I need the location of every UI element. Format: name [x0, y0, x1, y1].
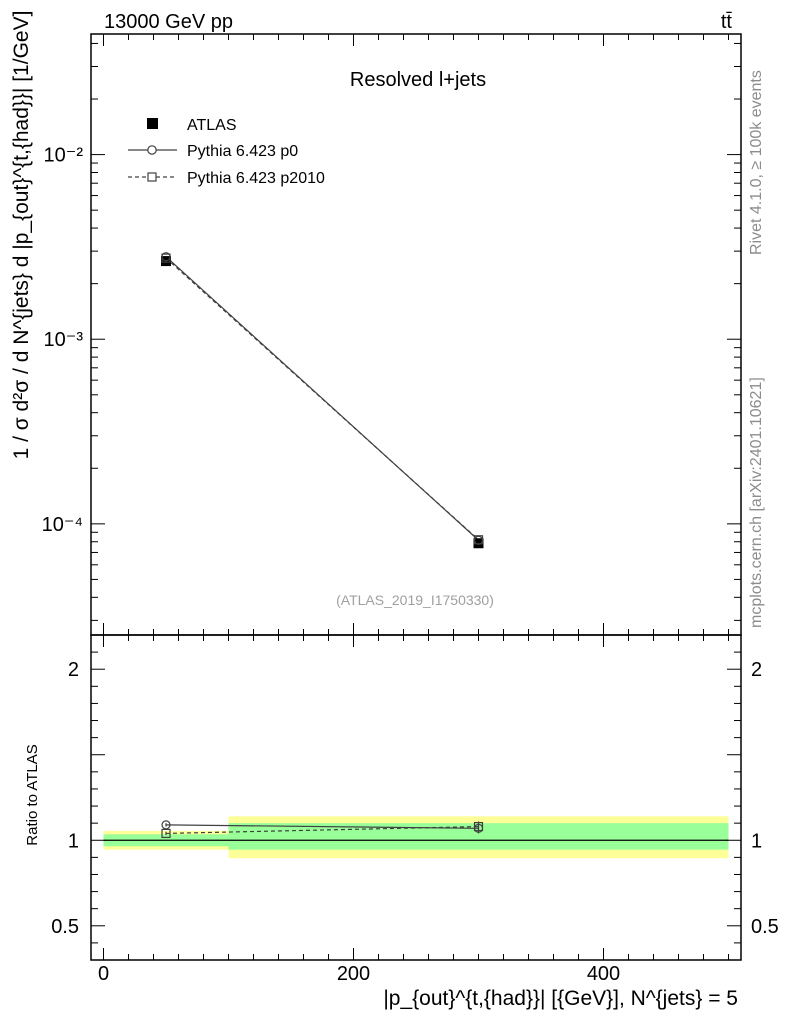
legend: ATLAS Pythia 6.423 p0 Pythia 6.423 p2010	[128, 117, 325, 187]
ratio-line-p2010	[165, 825, 479, 835]
series-line-p0	[165, 256, 479, 541]
axis-labels: 0 200 400 10⁻⁴ 10⁻³ 10⁻² 0.5 0.5 1 1 2 2 1 / σ d²σ /…	[10, 11, 779, 1010]
analysis-watermark: (ATLAS_2019_I1750330)	[336, 592, 494, 608]
ratio-p2010-point	[161, 828, 171, 839]
ratio-plot-frame	[90, 634, 742, 961]
process-label: tt̄	[721, 11, 733, 33]
legend-marker-p0	[147, 145, 157, 155]
legend-marker-p2010	[147, 172, 157, 182]
y-tick-label-right: 2	[751, 659, 762, 681]
y-tick-label: 10⁻³	[44, 329, 84, 351]
x-tick-label: 400	[587, 963, 620, 985]
data-series	[161, 252, 484, 839]
mcplots-label: mcplots.cern.ch [arXiv:2401.10621]	[748, 377, 765, 628]
legend-label-atlas: ATLAS	[187, 117, 237, 134]
plot-frames	[90, 33, 742, 961]
ratio-y-axis-label: Ratio to ATLAS	[24, 744, 41, 845]
y-tick-label: 0.5	[51, 916, 79, 938]
x-tick-label: 0	[98, 963, 109, 985]
rivet-label: Rivet 4.1.0, ≥ 100k events	[748, 70, 765, 255]
y-tick-label: 2	[68, 659, 79, 681]
y-tick-label: 10⁻²	[44, 145, 84, 167]
y-tick-label: 1	[68, 830, 79, 852]
legend-marker-atlas	[147, 118, 158, 129]
energy-label: 13000 GeV pp	[104, 11, 233, 33]
ratio-p2010-point	[473, 821, 484, 832]
plot-title: Resolved l+jets	[350, 69, 486, 91]
p0-point	[473, 535, 484, 545]
p0-point	[161, 252, 171, 262]
axis-ticks	[91, 34, 741, 961]
main-y-axis-label: 1 / σ d²σ / d N^{jets} d |p_{out}^{t,{ha…	[10, 11, 33, 460]
y-tick-label-right: 1	[751, 830, 762, 852]
ratio-bands	[103, 816, 729, 859]
x-axis-label: |p_{out}^{t,{had}}| [{GeV}], N^{jets} = …	[383, 987, 738, 1010]
y-tick-label-right: 0.5	[751, 916, 779, 938]
legend-label-p0: Pythia 6.423 p0	[187, 143, 298, 160]
legend-label-p2010: Pythia 6.423 p2010	[187, 170, 325, 187]
x-tick-label: 200	[337, 963, 370, 985]
y-tick-label: 10⁻⁴	[42, 514, 83, 536]
